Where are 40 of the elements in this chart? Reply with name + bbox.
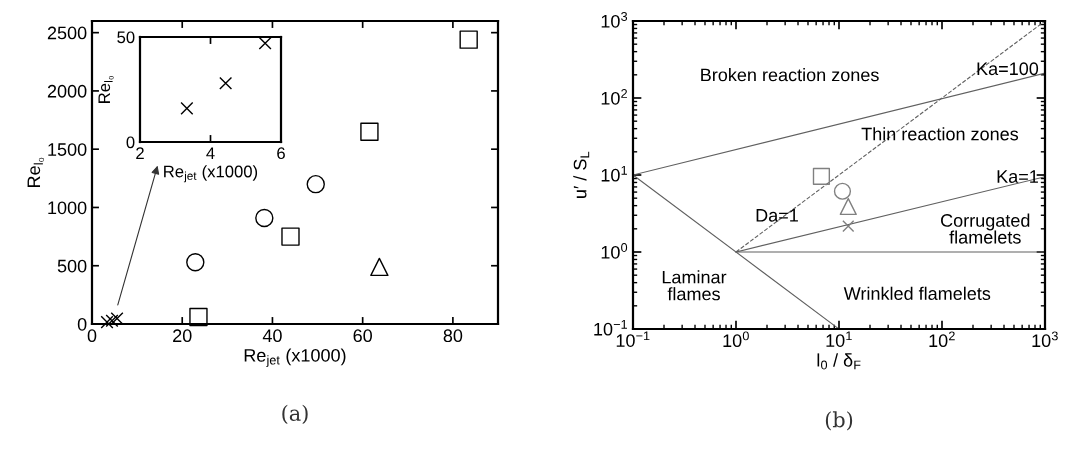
y-tick-label: 500 bbox=[57, 259, 87, 273]
y-tick-label: 2000 bbox=[47, 84, 87, 98]
text: (a) bbox=[282, 404, 308, 424]
y-axis-title: Re$_{l₀}$ bbox=[98, 75, 114, 103]
y-tick-label: 10$^{2}$ bbox=[601, 89, 627, 105]
y-tick-label: 2500 bbox=[47, 26, 87, 40]
annotation: Ka=1 bbox=[997, 170, 1038, 183]
x-tick-label: 4 bbox=[206, 147, 215, 159]
annotation: Laminar flames bbox=[662, 270, 727, 301]
y-tick-label: 1500 bbox=[48, 143, 87, 156]
y-tick-label: 10$^{1}$ bbox=[601, 166, 627, 182]
x-tick-label: 10$^{2}$ bbox=[929, 331, 955, 348]
x-tick-label: 20 bbox=[173, 329, 192, 343]
y-axis-title: Re$_{l₀}$ bbox=[27, 157, 45, 187]
x-tick-label: 80 bbox=[443, 329, 463, 343]
annotation: Wrinkled flamelets bbox=[843, 286, 991, 300]
x-tick-label: 10$^{3}$ bbox=[1032, 331, 1058, 348]
text: (b) bbox=[825, 411, 853, 431]
annotation: Thin reaction zones bbox=[861, 127, 1019, 141]
x-tick-label: 60 bbox=[353, 329, 372, 343]
x-tick-label: 40 bbox=[262, 329, 282, 343]
x-axis-title: l$_{0}$ / δ$_{F}$ bbox=[817, 353, 861, 370]
x-tick-label: 10$^{−1}$ bbox=[616, 331, 650, 347]
annotation: Broken reaction zones bbox=[701, 68, 879, 82]
x-tick-label: 0 bbox=[87, 329, 97, 343]
x-tick-label: 6 bbox=[277, 147, 285, 160]
annotation: Da=1 bbox=[756, 209, 798, 222]
x-axis-title: Re$_{jet}$ (x1000) bbox=[244, 348, 346, 368]
y-axis-title: u′ / S$_{L}$ bbox=[573, 151, 590, 198]
y-tick-label: 10$^{3}$ bbox=[601, 12, 628, 28]
y-tick-label: 10$^{0}$ bbox=[601, 243, 628, 259]
annotation: Ka=100 bbox=[977, 62, 1039, 76]
y-tick-label: 1000 bbox=[48, 201, 87, 215]
y-tick-label: 50 bbox=[117, 31, 135, 44]
x-tick-label: 2 bbox=[136, 147, 144, 159]
x-tick-label: 10$^{1}$ bbox=[826, 331, 852, 347]
y-tick-label: 0 bbox=[77, 317, 87, 331]
x-tick-label: 10$^{0}$ bbox=[723, 331, 749, 348]
x-axis-title: Re$_{jet}$ (x1000) bbox=[164, 165, 258, 183]
annotation: Corrugated flamelets bbox=[941, 213, 1030, 244]
